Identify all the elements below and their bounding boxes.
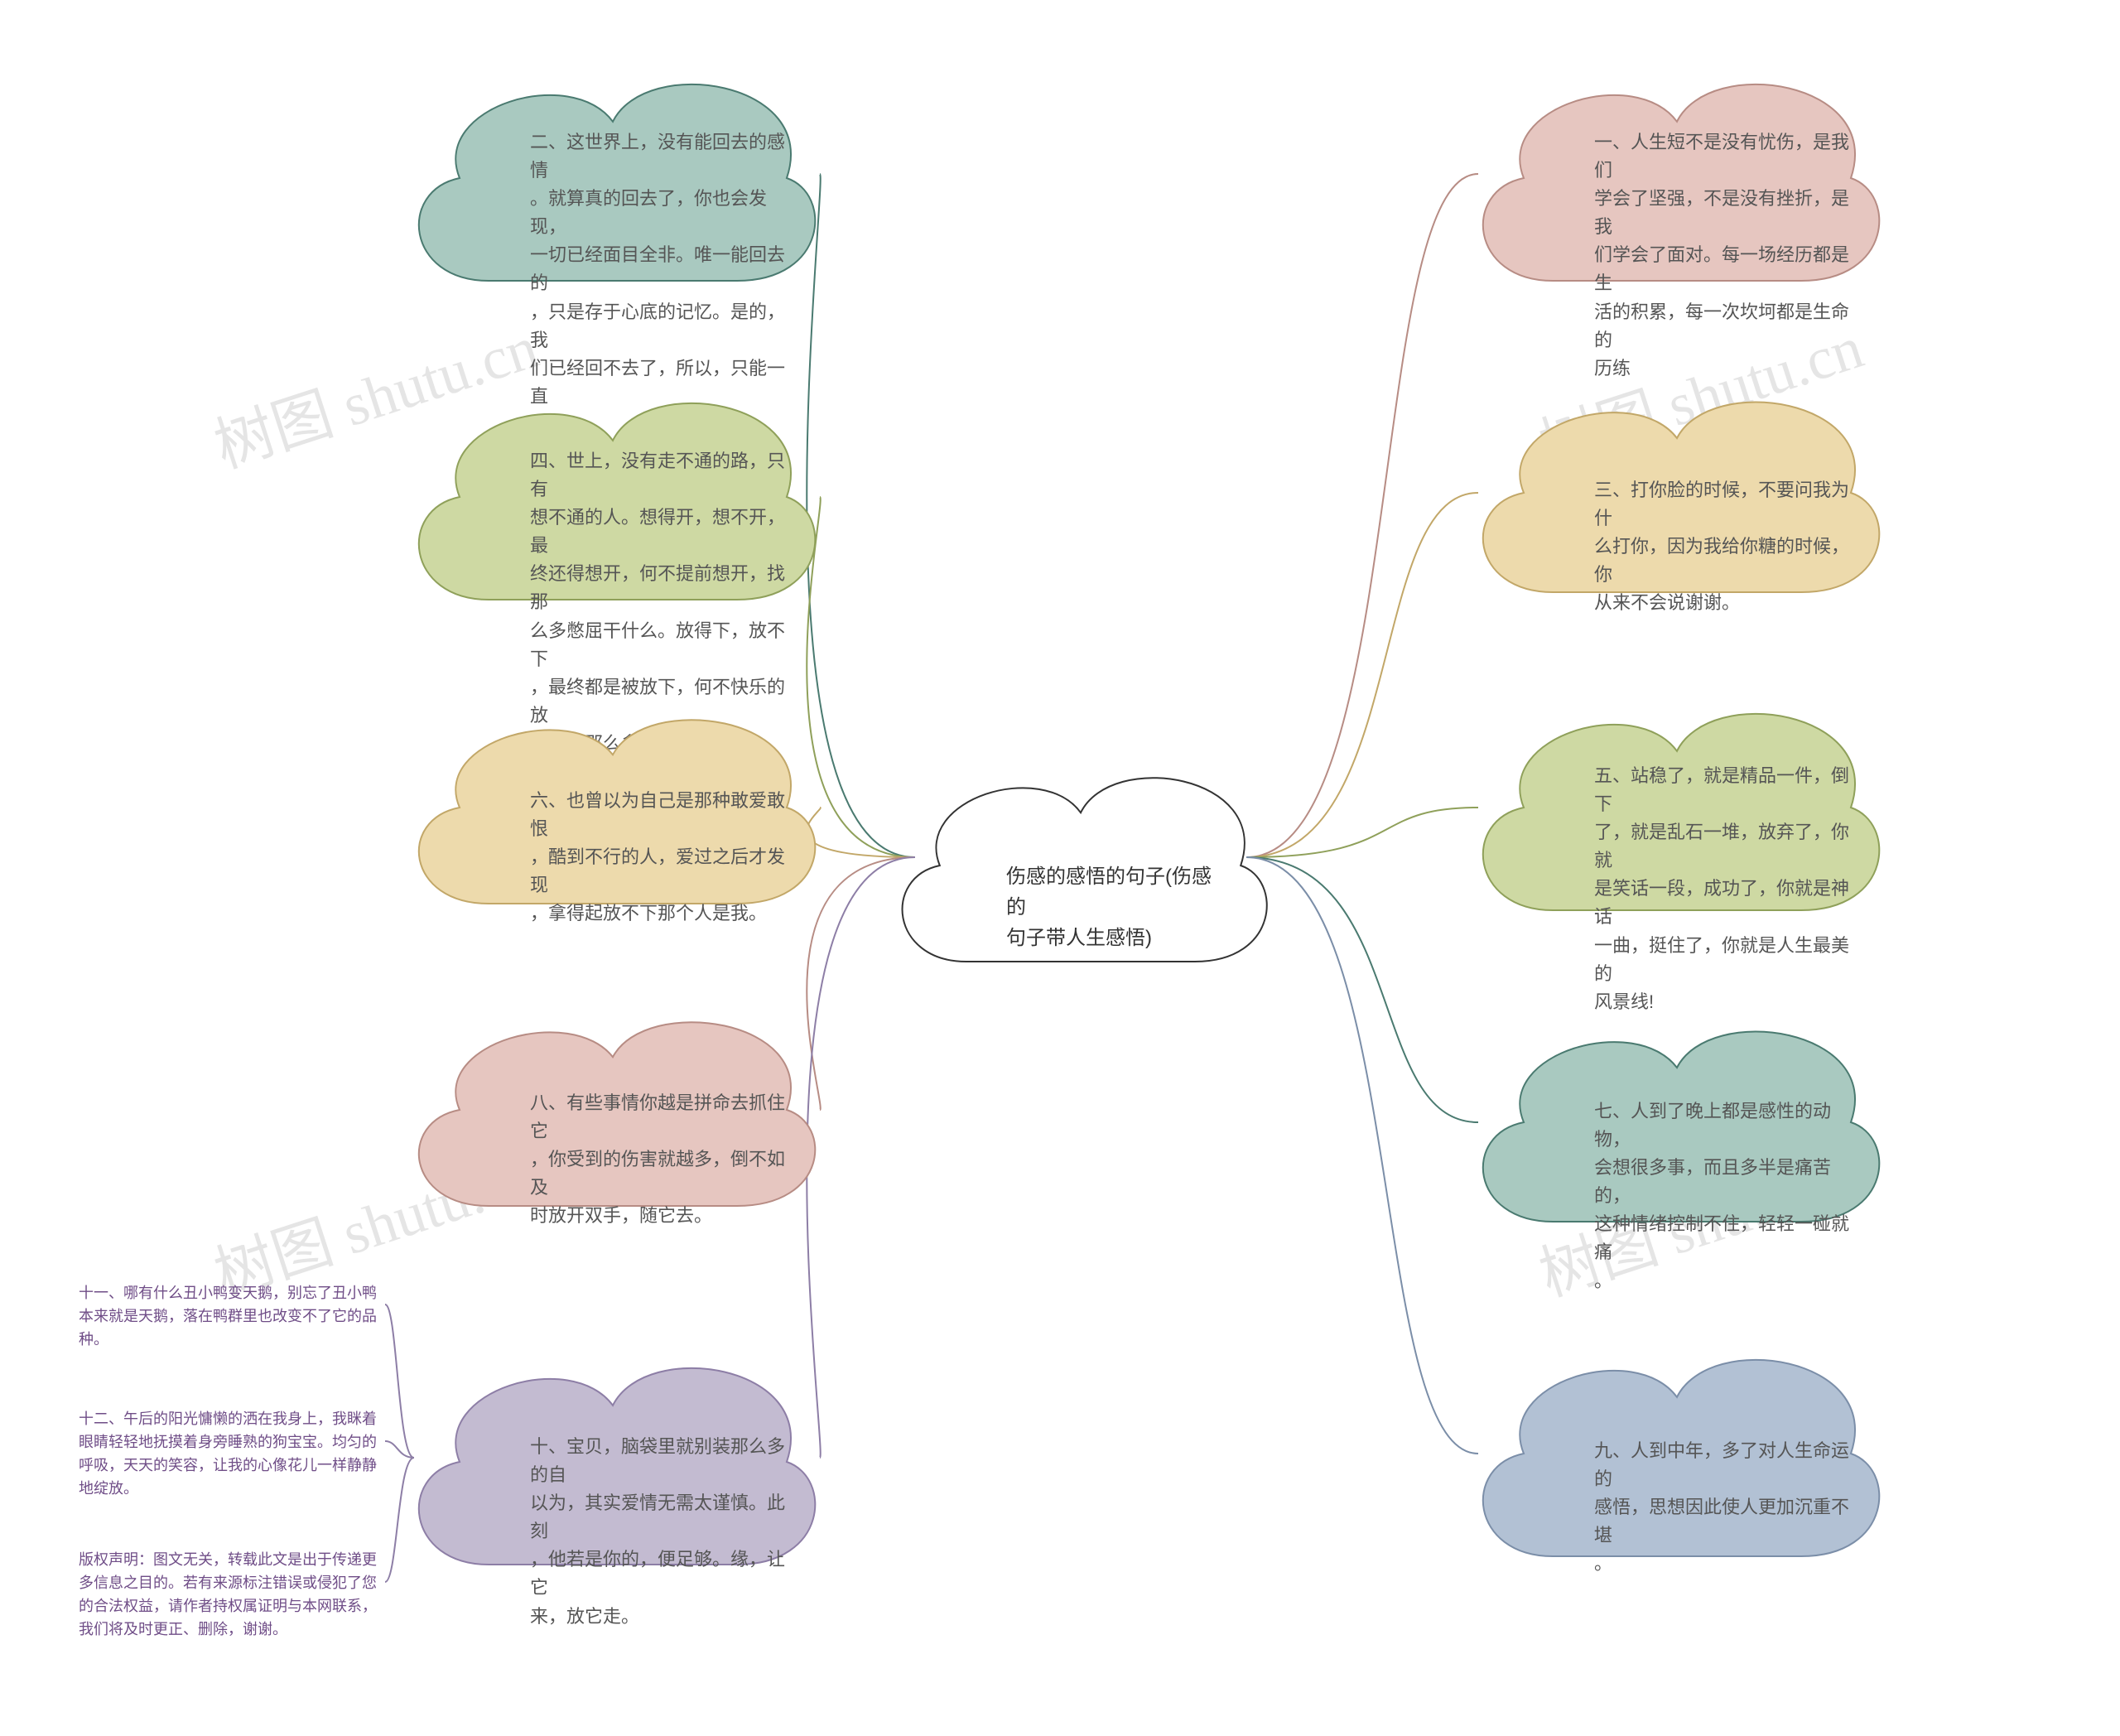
node-label: 五、站稳了，就是精品一件，倒下 了，就是乱石一堆，放弃了，你就 是笑话一段，成功…: [1594, 762, 1859, 1016]
node-label: 一、人生短不是没有忧伤，是我们 学会了坚强，不是没有挫折，是我 们学会了面对。每…: [1594, 128, 1859, 383]
branch-node[interactable]: 三、打你脸的时候，不要问我为什 么打你，因为我给你糖的时候，你 从来不会说谢谢。: [1470, 369, 1884, 617]
node-label: 八、有些事情你越是拼命去抓住它 ，你受到的伤害就越多，倒不如及 时放开双手，随它…: [530, 1089, 795, 1230]
mindmap-canvas: 树图 shutu.cn树图 shutu.cn树图 shutu.cn树图 shut…: [0, 0, 2120, 1736]
branch-node[interactable]: 十、宝贝，脑袋里就别装那么多的自 以为，其实爱情无需太谨慎。此刻 ，他若是你的，…: [406, 1333, 820, 1590]
connector: [1246, 808, 1478, 857]
leaf-node[interactable]: 十一、哪有什么丑小鸭变天鹅，别忘了丑小鸭 本来就是天鹅，落在鸭群里也改变不了它的…: [79, 1282, 385, 1352]
node-label: 六、也曾以为自己是那种敢爱敢恨 ，酷到不行的人，爱过之后才发现 ，拿得起放不下那…: [530, 787, 795, 928]
connector: [1246, 857, 1478, 1454]
branch-node[interactable]: 六、也曾以为自己是那种敢爱敢恨 ，酷到不行的人，爱过之后才发现 ，拿得起放不下那…: [406, 687, 820, 928]
branch-node[interactable]: 五、站稳了，就是精品一件，倒下 了，就是乱石一堆，放弃了，你就 是笑话一段，成功…: [1470, 679, 1884, 936]
node-label: 七、人到了晚上都是感性的动物， 会想很多事，而且多半是痛苦的， 这种情绪控制不住…: [1594, 1097, 1859, 1295]
branch-node[interactable]: 二、这世界上，没有能回去的感情 。就算真的回去了，你也会发现， 一切已经面目全非…: [406, 50, 820, 306]
branch-node[interactable]: 七、人到了晚上都是感性的动物， 会想很多事，而且多半是痛苦的， 这种情绪控制不住…: [1470, 998, 1884, 1247]
branch-node[interactable]: 九、人到中年，多了对人生命运的 感悟，思想因此使人更加沉重不堪 。: [1470, 1325, 1884, 1582]
connector: [1246, 493, 1478, 857]
node-label: 三、打你脸的时候，不要问我为什 么打你，因为我给你糖的时候，你 从来不会说谢谢。: [1594, 476, 1859, 617]
connector: [1246, 857, 1478, 1122]
leaf-node[interactable]: 版权声明：图文无关，转载此文是出于传递更 多信息之目的。若有来源标注错误或侵犯了…: [79, 1549, 385, 1642]
center-label: 伤感的感悟的句子(伤感的 句子带人生感悟): [1006, 861, 1221, 954]
branch-node[interactable]: 一、人生短不是没有忧伤，是我们 学会了坚强，不是没有挫折，是我 们学会了面对。每…: [1470, 50, 1884, 306]
leaf-node[interactable]: 十二、午后的阳光慵懒的洒在我身上，我眯着 眼睛轻轻地抚摸着身旁睡熟的狗宝宝。均匀…: [79, 1408, 385, 1501]
node-label: 九、人到中年，多了对人生命运的 感悟，思想因此使人更加沉重不堪 。: [1594, 1437, 1859, 1578]
center-node[interactable]: 伤感的感悟的句子(伤感的 句子带人生感悟): [890, 745, 1271, 986]
branch-node[interactable]: 八、有些事情你越是拼命去抓住它 ，你受到的伤害就越多，倒不如及 时放开双手，随它…: [406, 990, 820, 1230]
branch-node[interactable]: 四、世上，没有走不通的路，只有 想不通的人。想得开，想不开，最 终还得想开，何不…: [406, 369, 820, 625]
node-label: 十、宝贝，脑袋里就别装那么多的自 以为，其实爱情无需太谨慎。此刻 ，他若是你的，…: [530, 1433, 795, 1631]
connector: [1246, 174, 1478, 857]
